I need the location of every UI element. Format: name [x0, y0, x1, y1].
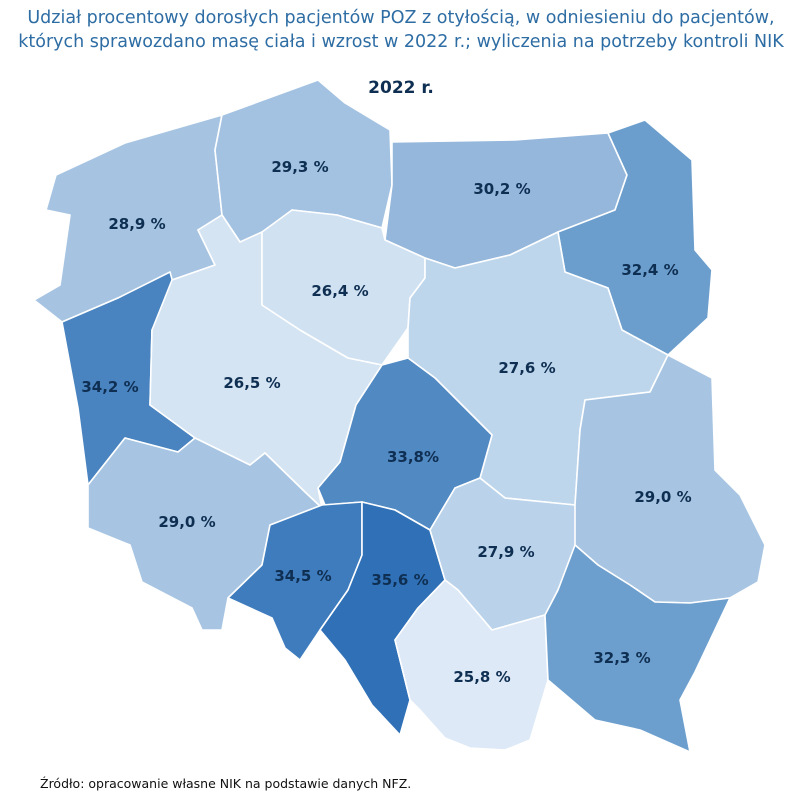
- label-podkarpackie: 32,3 %: [593, 649, 650, 667]
- label-warminsko-mazurskie: 30,2 %: [473, 180, 530, 198]
- label-opolskie: 34,5 %: [274, 567, 331, 585]
- map-title: Udział procentowy dorosłych pacjentów PO…: [0, 6, 802, 54]
- map-title-line-2: których sprawozdano masę ciała i wzrost …: [18, 32, 784, 52]
- label-slaskie: 35,6 %: [371, 571, 428, 589]
- region-podkarpackie[interactable]: [544, 544, 731, 753]
- label-lodzkie: 33,8%: [387, 448, 439, 466]
- label-lubuskie: 34,2 %: [81, 378, 138, 396]
- label-zachodniopomorskie: 28,9 %: [108, 215, 165, 233]
- label-dolnoslaskie: 29,0 %: [158, 513, 215, 531]
- label-swietokrzyskie: 27,9 %: [477, 543, 534, 561]
- label-kujawsko-pomorskie: 26,4 %: [311, 282, 368, 300]
- year-label: 2022 r.: [368, 78, 434, 98]
- source-note: Źródło: opracowanie własne NIK na podsta…: [40, 776, 412, 791]
- map-title-line-1: Udział procentowy dorosłych pacjentów PO…: [27, 8, 775, 28]
- label-pomorskie: 29,3 %: [271, 158, 328, 176]
- label-lubelskie: 29,0 %: [634, 488, 691, 506]
- label-podlaskie: 32,4 %: [621, 261, 678, 279]
- region-opolskie[interactable]: [227, 501, 363, 661]
- label-wielkopolskie: 26,5 %: [223, 374, 280, 392]
- label-mazowieckie: 27,6 %: [498, 359, 555, 377]
- label-malopolskie: 25,8 %: [453, 668, 510, 686]
